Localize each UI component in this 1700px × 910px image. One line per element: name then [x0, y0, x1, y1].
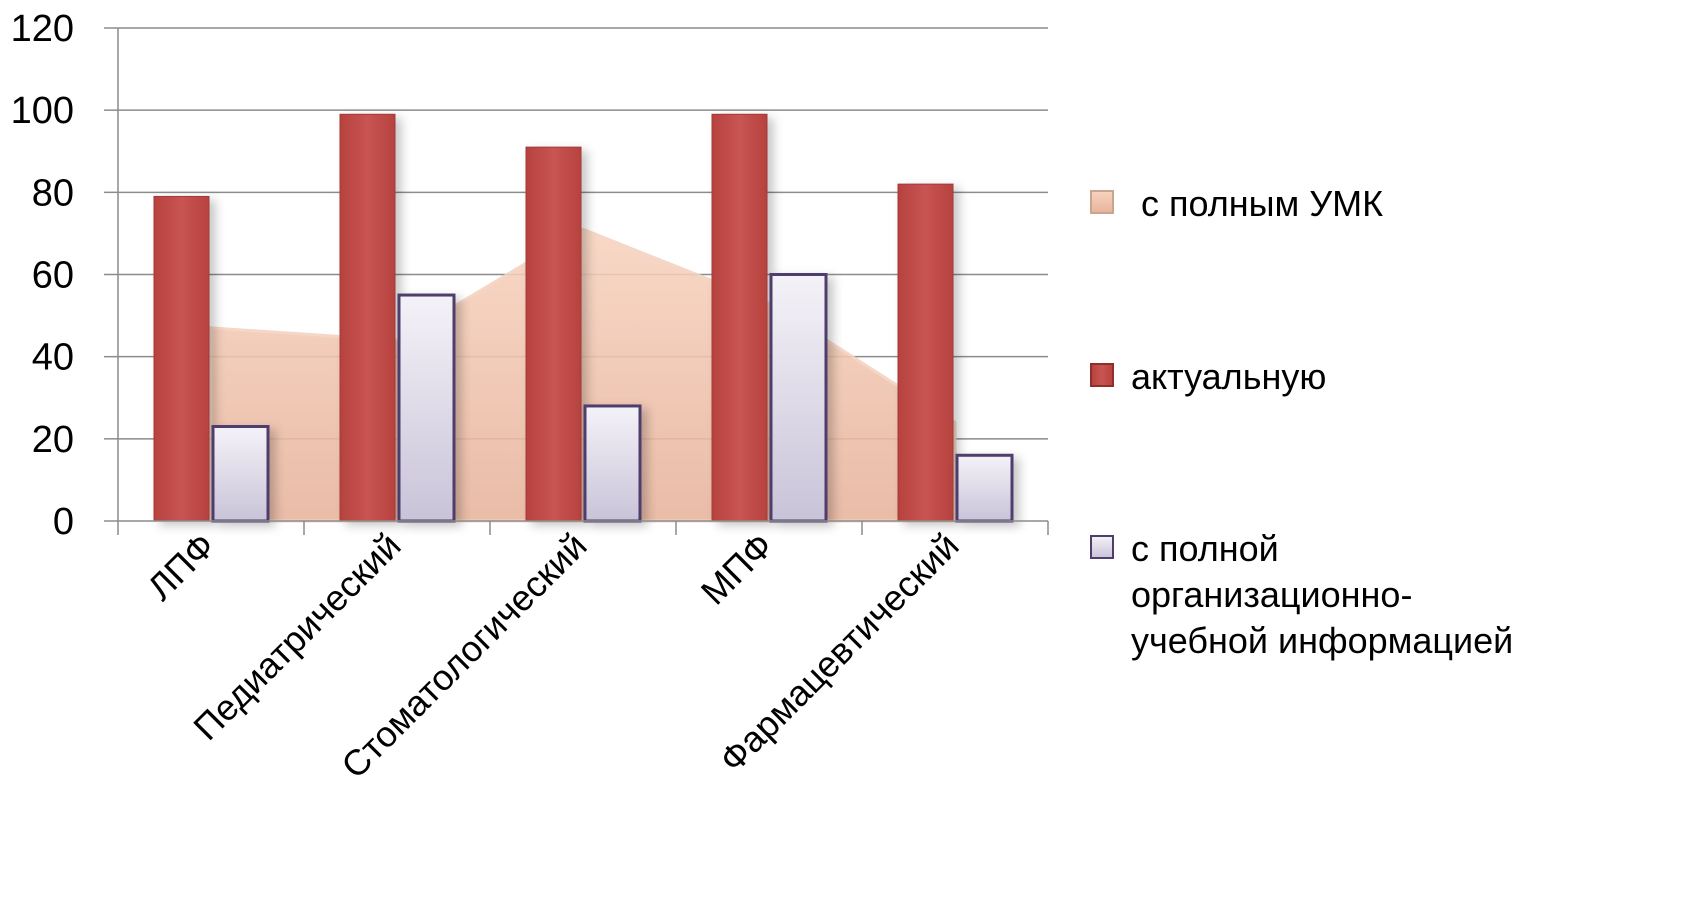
- y-tick-label: 80: [32, 172, 74, 214]
- y-tick-label: 60: [32, 255, 74, 297]
- legend-label: с полным УМК: [1141, 183, 1383, 224]
- bar-polnoy-info: [585, 406, 640, 521]
- bar-polnoy-info: [957, 455, 1012, 521]
- legend-swatch: [1091, 536, 1113, 558]
- bar-aktualnuyu: [712, 114, 767, 521]
- bar-polnoy-info: [213, 427, 268, 521]
- y-tick-label: 0: [53, 501, 74, 543]
- bar-aktualnuyu: [340, 114, 395, 521]
- y-tick-label: 40: [32, 337, 74, 379]
- legend-swatch: [1091, 191, 1113, 213]
- bar-aktualnuyu: [154, 196, 209, 521]
- area-series-region: [211, 229, 955, 521]
- x-category-label: МПФ: [693, 525, 781, 613]
- y-tick-label: 100: [11, 90, 74, 132]
- legend-label: учебной информацией: [1131, 620, 1513, 661]
- y-tick-label: 20: [32, 419, 74, 461]
- legend-label: с полной: [1131, 528, 1279, 569]
- bar-polnoy-info: [771, 275, 826, 522]
- bar-aktualnuyu: [898, 184, 953, 521]
- bar-polnoy-info: [399, 295, 454, 521]
- x-category-label: ЛПФ: [139, 525, 222, 608]
- y-tick-label: 120: [11, 8, 74, 50]
- bar-aktualnuyu: [526, 147, 581, 521]
- legend-swatch: [1091, 364, 1113, 386]
- legend-label: актуальную: [1131, 356, 1326, 397]
- legend-label: организационно-: [1131, 574, 1412, 615]
